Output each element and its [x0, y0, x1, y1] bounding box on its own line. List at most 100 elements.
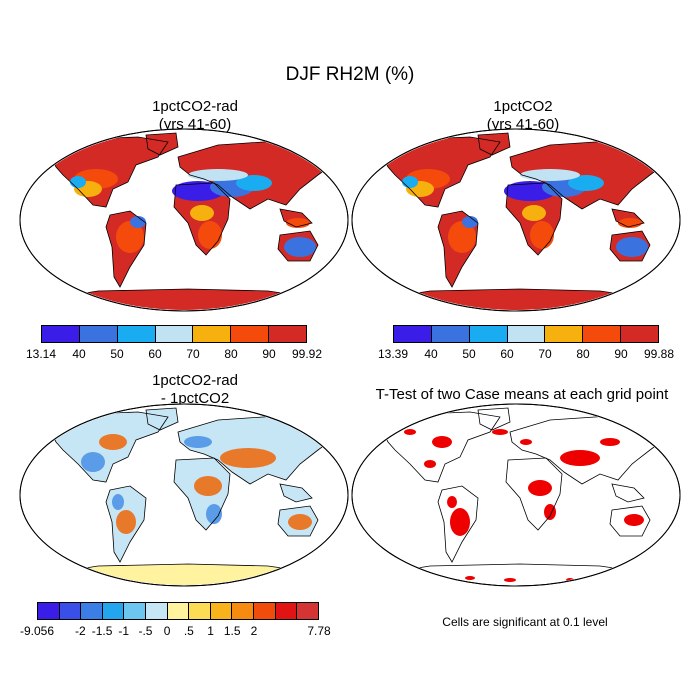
- panel-3-title-line1: 1pctCO2-rad: [152, 372, 238, 389]
- coast-greenland: [145, 407, 179, 431]
- significance-cell: [528, 480, 552, 496]
- field-europe-south: [188, 169, 248, 181]
- colorbar-swatch: [124, 603, 147, 619]
- field-sa: [448, 221, 476, 253]
- colorbar-swatch: [275, 603, 298, 619]
- coast-south-america: [105, 485, 147, 563]
- map-frame-outline: [351, 128, 681, 312]
- coast-greenland: [477, 132, 511, 156]
- colorbar-swatch: [507, 326, 546, 342]
- colorbar-swatch: [81, 603, 103, 619]
- colorbar-swatch: [42, 326, 80, 342]
- significance-note: Cells are significant at 0.1 level: [442, 615, 608, 629]
- colorbar-swatch: [210, 603, 233, 619]
- diff-na-east: [99, 434, 127, 450]
- coast-north-america: [379, 411, 501, 483]
- coast-africa: [505, 182, 563, 256]
- colorbar-swatch: [102, 603, 125, 619]
- coast-australia: [609, 505, 651, 537]
- colorbar-swatch: [394, 326, 432, 342]
- colorbar-swatch: [254, 603, 276, 619]
- colorbar-panel-1: [41, 325, 307, 343]
- colorbar-tick-label: -9.056: [19, 624, 55, 638]
- diff-asia: [220, 448, 276, 468]
- field-africa-mid: [522, 205, 546, 221]
- colorbar-tick-label: 13.14: [25, 347, 57, 361]
- colorbar-tick-label: -1.5: [91, 624, 113, 638]
- colorbar-swatch: [117, 326, 156, 342]
- significance-cell: [432, 436, 452, 448]
- colorbar-panel-2: [393, 325, 659, 343]
- field-australia: [616, 237, 648, 257]
- coast-africa: [173, 457, 231, 531]
- map-frame-outline: [19, 128, 349, 312]
- panel-1-title-line1: 1pctCO2-rad: [152, 98, 238, 115]
- land-fill-eurasia: [510, 141, 672, 209]
- colorbar-tick-label: 2: [250, 624, 258, 638]
- diff-australia: [288, 514, 312, 530]
- colorbar-swatch: [193, 326, 232, 342]
- colorbar-swatch: [146, 603, 168, 619]
- colorbar-tick-label: 0: [163, 624, 171, 638]
- diff-africa-south: [206, 504, 222, 524]
- map-panel-2: [351, 128, 681, 312]
- field-na-dry: [70, 176, 86, 188]
- panel-3-title-line2: - 1pctCO2: [160, 390, 230, 407]
- colorbar-tick-label: -1: [118, 624, 130, 638]
- field-africa-mid: [190, 205, 214, 221]
- coast-southeast-asia: [611, 483, 645, 503]
- diff-europe: [184, 436, 212, 448]
- coast-southeast-asia: [279, 483, 313, 503]
- colorbar-swatch: [231, 326, 270, 342]
- colorbar-tick-label: 80: [224, 347, 238, 361]
- diff-sa-west: [112, 494, 124, 510]
- panel-4-title: T-Test of two Case means at each grid po…: [352, 386, 692, 404]
- significance-cell: [465, 576, 475, 580]
- colorbar-tick-label: 99.88: [643, 347, 675, 361]
- colorbar-tick-label: 40: [424, 347, 438, 361]
- colorbar-swatch: [189, 603, 211, 619]
- map-panel-4: [351, 403, 681, 587]
- colorbar-tick-label: 99.92: [291, 347, 323, 361]
- field-sea: [618, 218, 642, 228]
- coast-southeast-asia: [279, 208, 313, 228]
- field-sa-north: [462, 216, 478, 228]
- coast-south-america: [105, 210, 147, 288]
- coast-north-america: [379, 136, 501, 208]
- colorbar-swatch: [545, 326, 584, 342]
- map-panel-1: [19, 128, 349, 312]
- colorbar-swatch: [469, 326, 508, 342]
- field-na-dry: [402, 176, 418, 188]
- diff-sa: [116, 510, 136, 534]
- land-fill-greenland: [146, 133, 178, 155]
- field-africa-south: [530, 221, 554, 249]
- field-sea: [286, 218, 310, 228]
- diff-africa: [194, 476, 222, 496]
- colorbar-swatch: [232, 603, 255, 619]
- coast-australia: [609, 230, 651, 262]
- colorbar-swatch: [269, 326, 307, 342]
- significance-cell: [404, 429, 416, 435]
- figure-title: DJF RH2M (%): [285, 64, 415, 85]
- colorbar-tick-label: 70: [186, 347, 200, 361]
- diff-na-south: [81, 452, 105, 472]
- coast-greenland: [145, 132, 179, 156]
- colorbar-swatch: [621, 326, 659, 342]
- colorbar-tick-label: 1.5: [223, 624, 241, 638]
- coast-africa: [173, 182, 231, 256]
- coast-southeast-asia: [611, 208, 645, 228]
- colorbar-tick-label: 60: [500, 347, 514, 361]
- colorbar-swatch: [38, 603, 60, 619]
- colorbar-tick-label: 70: [538, 347, 552, 361]
- coast-australia: [277, 505, 319, 537]
- field-australia: [284, 237, 316, 257]
- coast-africa: [505, 457, 563, 531]
- panel-4-title-line1: T-Test of two Case means at each grid po…: [375, 386, 669, 403]
- colorbar-tick-label: 1: [207, 624, 214, 638]
- colorbar-tick-label: 50: [110, 347, 124, 361]
- field-africa-south: [198, 221, 222, 249]
- field-europe-south: [520, 169, 580, 181]
- coast-north-america: [47, 136, 169, 208]
- land-fill-greenland: [478, 133, 510, 155]
- significance-cell: [450, 508, 470, 536]
